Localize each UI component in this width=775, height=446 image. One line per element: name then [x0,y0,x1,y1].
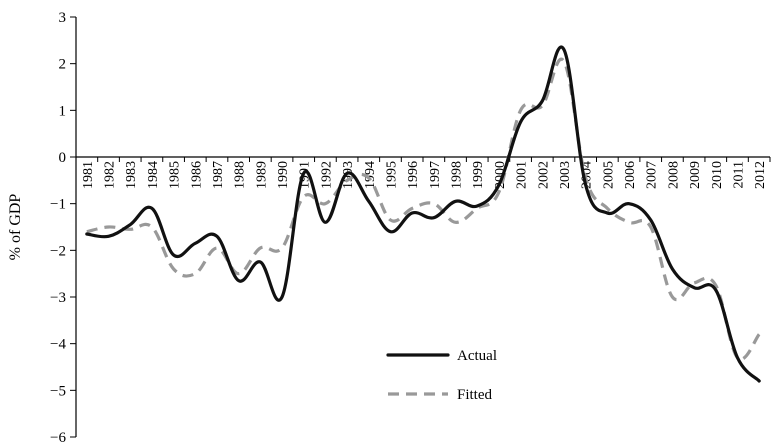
x-tick-label: 1981 [81,161,96,189]
x-tick-label: 2002 [536,161,551,189]
x-tick-label: 2010 [710,161,725,189]
x-tick-label: 1993 [341,161,356,189]
series-line-actual [85,45,761,383]
x-tick-label: 2005 [601,161,616,189]
x-tick-label: 1987 [211,161,226,189]
x-tick-label: 1998 [450,161,465,189]
x-tick-label: 1997 [428,161,443,189]
x-tick-label: 1984 [146,161,161,189]
y-tick-label: 2 [59,57,67,73]
x-tick-label: 1986 [189,161,204,189]
legend-label-fitted: Fitted [457,387,493,403]
x-tick-label: 1989 [254,161,269,189]
x-tick-label: 1985 [168,161,183,189]
y-axis-label: % of GDP [7,194,24,261]
x-tick-label: 2007 [645,161,660,189]
legend: Actual Fitted [386,348,497,403]
x-tick-label: 1999 [471,161,486,189]
x-tick-label: 2012 [753,161,768,189]
y-tick-label: −3 [50,290,66,306]
x-tick-label: 1988 [233,161,248,189]
x-tick-label: 2001 [515,161,530,189]
y-tick-label: −2 [50,243,66,259]
series-line-fitted [86,57,761,361]
x-tick-label: 2009 [688,161,703,189]
series-group [85,45,761,383]
y-tick-label: 0 [59,150,67,166]
y-tick-label: −1 [50,197,66,213]
y-tick-label: 1 [59,103,67,119]
x-tick-label: 2011 [731,161,746,188]
y-tick-label: −5 [50,383,66,399]
x-tick-label: 1995 [384,161,399,189]
legend-label-actual: Actual [457,348,497,364]
x-tick-label: 2008 [666,161,681,189]
x-tick-label: 2006 [623,161,638,189]
x-tick-label: 1983 [124,161,139,189]
x-tick-label: 1992 [319,161,334,189]
x-tick-label: 1982 [103,161,118,189]
x-tick-label: 1996 [406,161,421,189]
x-tick-label: 1994 [363,161,378,189]
x-tick-label: 1990 [276,161,291,189]
x-axis-ticks: 1981 1982 1983 1984 1985 1986 1987 1988 1989 1990… [75,157,771,189]
y-tick-label: −4 [50,337,66,353]
y-tick-label: 3 [59,10,67,26]
x-tick-label: 2003 [558,161,573,189]
y-axis-ticks: 3 2 1 0 −1 −2 −3 −4 −5 −6 [50,10,76,446]
y-tick-label: −6 [50,430,66,446]
